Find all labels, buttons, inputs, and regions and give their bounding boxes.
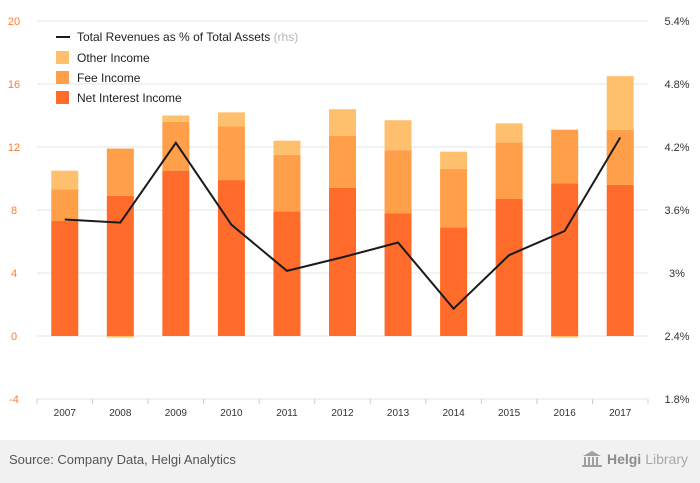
bar-fee-income bbox=[495, 142, 523, 199]
x-tick-label: 2007 bbox=[54, 408, 77, 419]
y-right-tick-label: 5.4% bbox=[664, 16, 689, 28]
legend-label-other-income: Other Income bbox=[77, 51, 150, 65]
legend-swatch-net-interest-income bbox=[56, 91, 69, 104]
y-right-tick-label: 4.8% bbox=[664, 79, 689, 91]
y-left-tick-label: 12 bbox=[8, 142, 20, 154]
y-left-tick-label: 16 bbox=[8, 79, 20, 91]
y-left-tick-label: 8 bbox=[11, 205, 17, 217]
x-tick-label: 2009 bbox=[165, 408, 188, 419]
legend-label-fee-income: Fee Income bbox=[77, 71, 141, 85]
legend-label-total-revenues: Total Revenues as % of Total Assets (rhs… bbox=[77, 30, 298, 44]
bar-net-interest-income bbox=[51, 221, 79, 336]
bar-fee-income bbox=[384, 150, 412, 214]
library-building-icon bbox=[581, 451, 602, 467]
footer: Source: Company Data, Helgi Analytics He… bbox=[0, 440, 700, 483]
source-note: Source: Company Data, Helgi Analytics bbox=[9, 452, 236, 467]
bar-other-income bbox=[273, 140, 301, 155]
bar-fee-income bbox=[51, 189, 79, 222]
bar-fee-income bbox=[551, 129, 579, 184]
legend-rhs-note: (rhs) bbox=[274, 30, 299, 44]
bar-fee-income bbox=[217, 126, 245, 181]
bar-other-income bbox=[384, 120, 412, 151]
x-tick-label: 2012 bbox=[331, 408, 354, 419]
bar-other-income bbox=[551, 336, 579, 338]
bar-net-interest-income bbox=[606, 184, 634, 336]
bar-net-interest-income bbox=[329, 187, 356, 336]
y-right-tick-label: 3.6% bbox=[664, 205, 689, 217]
x-tick-label: 2008 bbox=[109, 408, 132, 419]
bar-net-interest-income bbox=[106, 195, 134, 336]
bar-other-income bbox=[606, 76, 634, 130]
bar-net-interest-income bbox=[551, 183, 579, 336]
bar-other-income bbox=[217, 112, 245, 127]
x-tick-label: 2016 bbox=[554, 408, 577, 419]
x-tick-label: 2017 bbox=[609, 408, 632, 419]
bar-other-income bbox=[495, 123, 523, 143]
y-left-tick-label: 20 bbox=[8, 16, 20, 28]
brand-name-helgi: Helgi bbox=[606, 451, 642, 467]
bar-other-income bbox=[162, 115, 190, 122]
bar-net-interest-income bbox=[440, 227, 468, 336]
bar-other-income bbox=[51, 170, 79, 190]
bar-fee-income bbox=[440, 169, 468, 228]
x-tick-label: 2015 bbox=[498, 408, 521, 419]
bar-net-interest-income bbox=[384, 213, 412, 336]
bar-net-interest-income bbox=[162, 170, 190, 336]
bar-other-income bbox=[440, 151, 468, 170]
brand-name-library: Library bbox=[645, 451, 688, 467]
chart: -4 1.8% 0 2.4% 4 3% 8 3.6% 12 4.2% 16 4.8% 20 5.4% 200… bbox=[8, 16, 690, 419]
legend-label-net-interest-income: Net Interest Income bbox=[77, 91, 182, 105]
bar-net-interest-income bbox=[495, 198, 523, 336]
y-right-tick-label: 2.4% bbox=[664, 331, 689, 343]
bar-fee-income bbox=[273, 154, 301, 212]
x-tick-label: 2013 bbox=[387, 408, 410, 419]
bar-fee-income bbox=[162, 121, 190, 171]
legend-swatch-other-income bbox=[56, 51, 69, 64]
helgi-library-logo: Helgi Library bbox=[581, 450, 688, 468]
y-right-tick-label: 4.2% bbox=[664, 142, 689, 154]
y-left-tick-label: 0 bbox=[11, 331, 17, 343]
y-right-tick-label: 1.8% bbox=[664, 394, 689, 406]
legend-swatch-fee-income bbox=[56, 71, 69, 84]
bar-fee-income bbox=[106, 148, 134, 196]
line-total-revenues-pct-assets bbox=[64, 137, 622, 311]
x-tick-label: 2014 bbox=[442, 408, 465, 419]
bar-other-income bbox=[329, 109, 356, 136]
bar-fee-income bbox=[329, 135, 356, 188]
y-right-tick-label: 3% bbox=[669, 268, 685, 280]
bar-other-income bbox=[106, 336, 134, 338]
y-left-tick-label: 4 bbox=[11, 268, 17, 280]
bar-net-interest-income bbox=[217, 180, 245, 336]
x-tick-label: 2011 bbox=[276, 408, 298, 419]
bar-net-interest-income bbox=[273, 211, 301, 336]
x-tick-label: 2010 bbox=[220, 408, 243, 419]
y-left-tick-label: -4 bbox=[9, 394, 19, 406]
